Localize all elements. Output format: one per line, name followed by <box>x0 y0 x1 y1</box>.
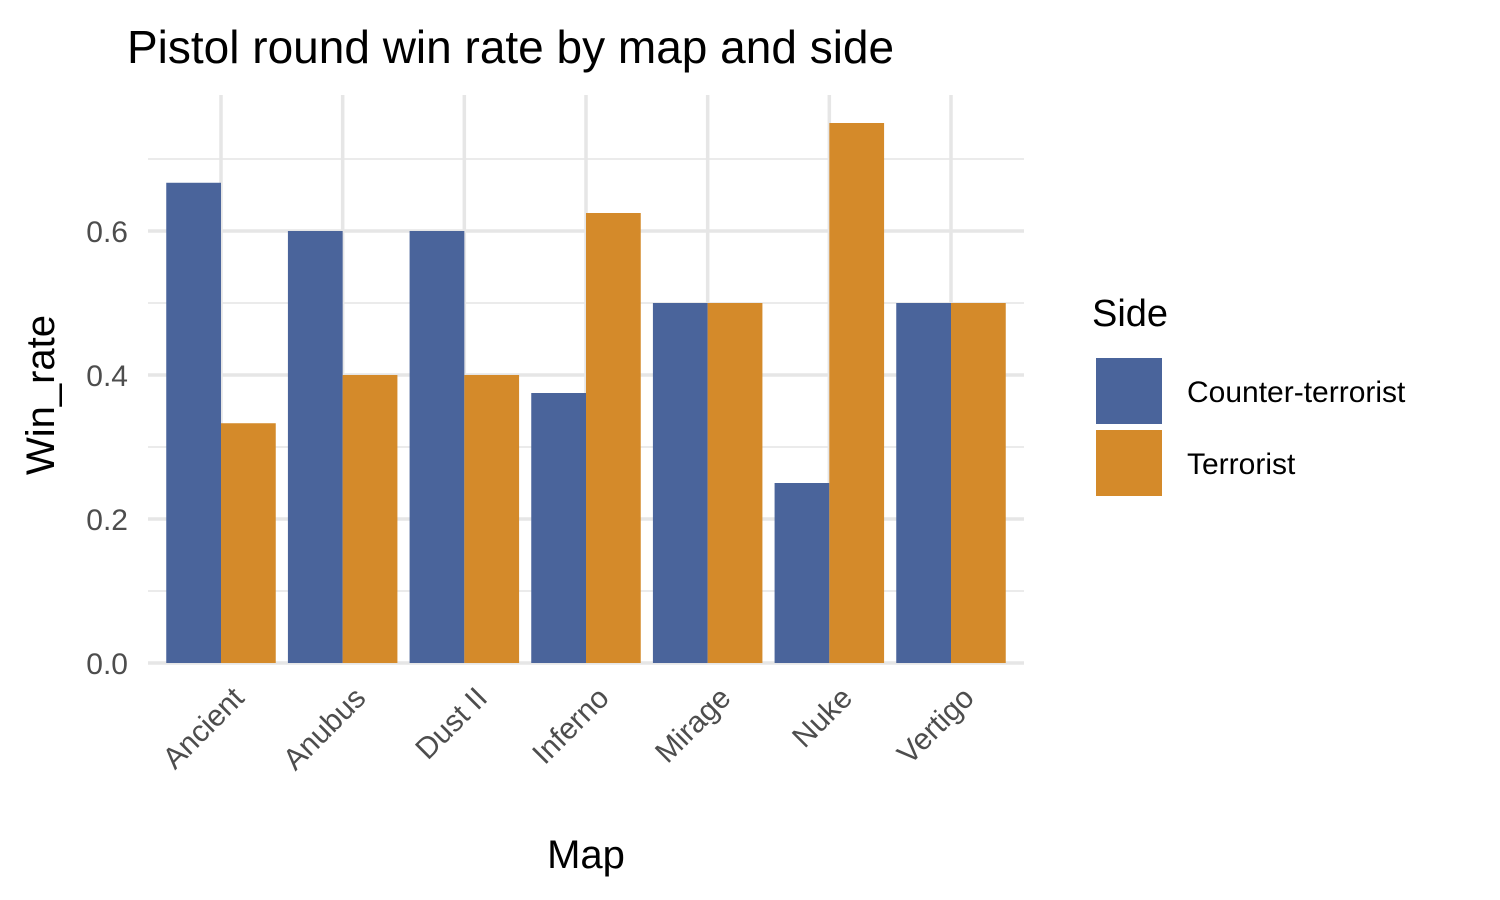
bar-mirage-counter-terrorist <box>652 303 708 663</box>
legend-title: Side <box>1092 293 1168 335</box>
y-tick-label: 0.2 <box>86 504 128 537</box>
x-tick-label: Mirage <box>649 681 737 769</box>
bar-anubus-terrorist <box>342 375 398 663</box>
y-tick-label: 0.6 <box>86 216 128 249</box>
bar-dust-ii-counter-terrorist <box>409 231 465 663</box>
bar-inferno-terrorist <box>586 213 641 663</box>
bar-nuke-counter-terrorist <box>774 483 830 663</box>
bar-nuke-terrorist <box>829 123 885 663</box>
bars <box>166 123 1006 663</box>
y-tick-label: 0.4 <box>86 360 128 393</box>
bar-dust-ii-terrorist <box>464 375 520 663</box>
bar-vertigo-terrorist <box>951 303 1006 663</box>
x-axis-ticks: Ancient Anubus Dust II Inferno Mirage Nuke Ver… <box>157 681 981 777</box>
y-tick-label: 0.0 <box>86 648 128 681</box>
x-tick-label: Nuke <box>786 681 859 754</box>
x-tick-label: Inferno <box>526 681 615 770</box>
legend-swatch-counter-terrorist <box>1096 358 1162 424</box>
x-tick-label: Dust II <box>409 681 494 766</box>
legend-swatch-terrorist <box>1096 430 1162 496</box>
legend-label: Terrorist <box>1187 448 1296 481</box>
bar-inferno-counter-terrorist <box>531 393 586 663</box>
x-tick-label: Vertigo <box>891 681 980 770</box>
chart-title: Pistol round win rate by map and side <box>127 21 894 73</box>
legend: Side Counter-terrorist Terrorist <box>1092 293 1406 496</box>
legend-label: Counter-terrorist <box>1187 376 1406 409</box>
bar-vertigo-counter-terrorist <box>896 303 951 663</box>
y-axis-title: Win_rate <box>19 315 63 475</box>
x-tick-label: Anubus <box>277 681 372 776</box>
bar-ancient-counter-terrorist <box>166 182 221 663</box>
x-axis-title: Map <box>547 833 625 877</box>
bar-mirage-terrorist <box>707 303 763 663</box>
x-tick-label: Ancient <box>157 681 252 776</box>
bar-anubus-counter-terrorist <box>287 231 343 663</box>
bar-ancient-terrorist <box>221 423 276 663</box>
y-axis-ticks: 0.0 0.2 0.4 0.6 <box>86 216 128 681</box>
